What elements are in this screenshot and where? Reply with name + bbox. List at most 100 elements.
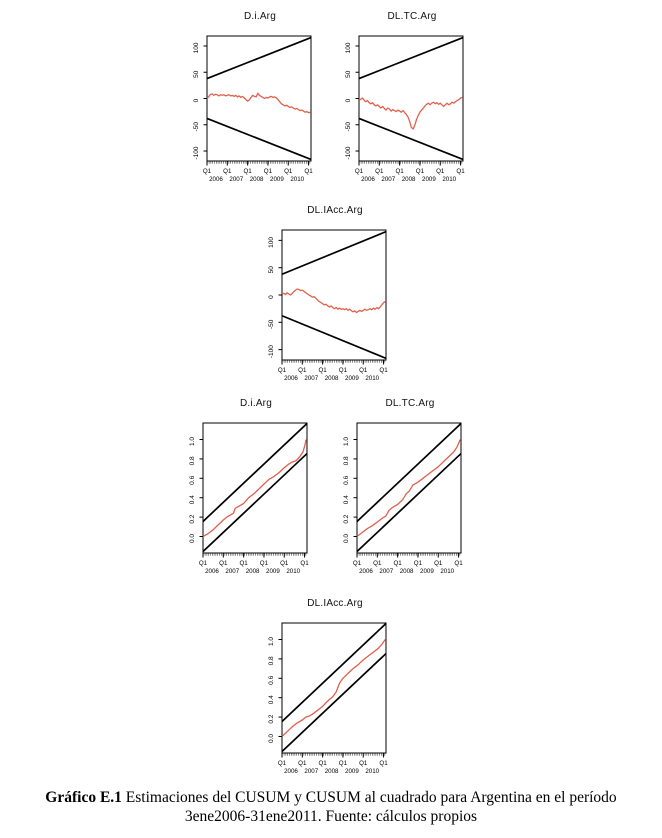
y-tick-label: 0.6 <box>189 475 196 484</box>
y-tick-label: 50 <box>345 70 352 78</box>
series-line <box>358 96 463 130</box>
x-year-label: 2006 <box>359 568 373 575</box>
x-tick-label: Q1 <box>393 560 402 567</box>
y-tick-label: 1.0 <box>343 437 350 446</box>
x-tick-label: Q1 <box>300 560 309 567</box>
x-tick-label: Q1 <box>375 168 384 175</box>
x-year-label: 2007 <box>229 176 243 183</box>
x-year-label: 2006 <box>209 176 223 183</box>
x-tick-label: Q1 <box>284 168 293 175</box>
y-tick-label: 0.6 <box>343 475 350 484</box>
chart-cusum-d-i-arg: D.i.Arg -100 -50 0 50 100 Q1 Q1 Q1 Q1 Q1 Q1 2006 200… <box>177 6 323 187</box>
significance-bound-lower <box>358 117 464 161</box>
x-year-label: 2008 <box>250 176 264 183</box>
x-year-label: 2007 <box>379 568 393 575</box>
x-tick-label: Q1 <box>278 760 287 767</box>
x-tick-label: Q1 <box>243 168 252 175</box>
chart-cusum-dl-tc-arg: DL.TC.Arg -100 -50 0 50 100 Q1 Q1 Q1 Q1 Q1 Q1 2006 2… <box>329 6 475 187</box>
x-year-label: 2010 <box>286 568 300 575</box>
plot-box <box>206 35 312 162</box>
significance-bound-upper <box>281 230 387 276</box>
x-tick-label: Q1 <box>436 168 445 175</box>
x-year-label: 2009 <box>266 568 280 575</box>
x-tick-label: Q1 <box>359 367 368 374</box>
chart-cusum-dl-iacc-arg: DL.IAcc.Arg -100 -50 0 50 100 Q1 Q1 Q1 Q1 Q1 Q1 200… <box>252 200 398 386</box>
figure-caption: Gráfico E.1 Estimaciones del CUSUM y CUS… <box>0 789 662 827</box>
significance-bound-upper <box>281 622 387 723</box>
y-axis: 0.0 0.2 0.4 0.6 0.8 1.0 <box>343 437 357 543</box>
x-year-label: 2010 <box>442 176 456 183</box>
x-year-label: 2006 <box>284 768 298 775</box>
y-tick-label: 100 <box>193 42 200 53</box>
x-tick-label: Q1 <box>456 168 465 175</box>
y-tick-label: 0 <box>345 98 352 102</box>
y-axis: -100 -50 0 50 100 <box>345 42 359 160</box>
x-tick-label: Q1 <box>373 560 382 567</box>
y-tick-label: -100 <box>268 345 275 358</box>
series-line <box>281 639 386 737</box>
series-line <box>206 92 311 114</box>
x-year-label: 2006 <box>205 568 219 575</box>
y-tick-label: 0.2 <box>189 514 196 523</box>
significance-bound-lower <box>281 314 387 360</box>
series-line <box>281 288 386 314</box>
x-tick-label: Q1 <box>395 168 404 175</box>
x-tick-label: Q1 <box>264 168 273 175</box>
x-tick-label: Q1 <box>304 168 313 175</box>
x-tick-label: Q1 <box>355 168 364 175</box>
plot-box <box>356 422 462 554</box>
caption-line2: 3ene2006-31ene2011. Fuente: cálculos pro… <box>184 807 478 825</box>
chart-title: DL.IAcc.Arg <box>307 205 363 216</box>
x-year-label: 2009 <box>420 568 434 575</box>
x-year-label: 2009 <box>270 176 284 183</box>
significance-bound-upper <box>206 36 312 80</box>
x-tick-label: Q1 <box>203 168 212 175</box>
y-tick-label: -50 <box>268 319 275 329</box>
x-tick-label: Q1 <box>434 560 443 567</box>
y-tick-label: -100 <box>345 146 352 159</box>
plot-box <box>358 35 464 162</box>
y-tick-label: -50 <box>193 122 200 132</box>
x-year-label: 2008 <box>400 568 414 575</box>
caption-label: Gráfico E.1 <box>45 789 122 806</box>
y-tick-label: 100 <box>268 237 275 248</box>
y-axis: -100 -50 0 50 100 <box>193 42 207 160</box>
y-tick-label: 0 <box>193 98 200 102</box>
plot-box <box>281 229 387 361</box>
significance-bound-lower <box>202 452 308 553</box>
x-tick-label: Q1 <box>260 560 269 567</box>
x-year-label: 2010 <box>290 176 304 183</box>
x-tick-label: Q1 <box>280 560 289 567</box>
y-tick-label: 0.0 <box>189 534 196 543</box>
y-tick-label: 0.8 <box>189 456 196 465</box>
x-tick-label: Q1 <box>339 760 348 767</box>
significance-bound-lower <box>356 452 462 553</box>
x-year-label: 2006 <box>361 176 375 183</box>
y-tick-label: 50 <box>193 70 200 78</box>
y-tick-label: -50 <box>345 122 352 132</box>
x-tick-label: Q1 <box>298 760 307 767</box>
chart-cusumsq-dl-tc-arg: DL.TC.Arg 0.0 0.2 0.4 0.6 0.8 1.0 Q1 Q1 Q1 Q1 Q1 Q1… <box>327 393 473 579</box>
y-tick-label: 50 <box>268 266 275 274</box>
chart-title: D.i.Arg <box>244 11 276 22</box>
y-tick-label: 100 <box>345 42 352 53</box>
x-tick-label: Q1 <box>339 367 348 374</box>
x-year-label: 2010 <box>440 568 454 575</box>
y-tick-label: 0.2 <box>343 514 350 523</box>
x-tick-label: Q1 <box>353 560 362 567</box>
x-year-label: 2008 <box>402 176 416 183</box>
x-year-label: 2006 <box>284 375 298 382</box>
x-tick-label: Q1 <box>199 560 208 567</box>
x-year-label: 2008 <box>325 375 339 382</box>
x-tick-label: Q1 <box>416 168 425 175</box>
y-axis: 0.0 0.2 0.4 0.6 0.8 1.0 <box>189 437 203 543</box>
x-year-label: 2009 <box>345 768 359 775</box>
x-tick-label: Q1 <box>318 367 327 374</box>
x-year-label: 2010 <box>365 768 379 775</box>
chart-title: D.i.Arg <box>240 398 272 409</box>
